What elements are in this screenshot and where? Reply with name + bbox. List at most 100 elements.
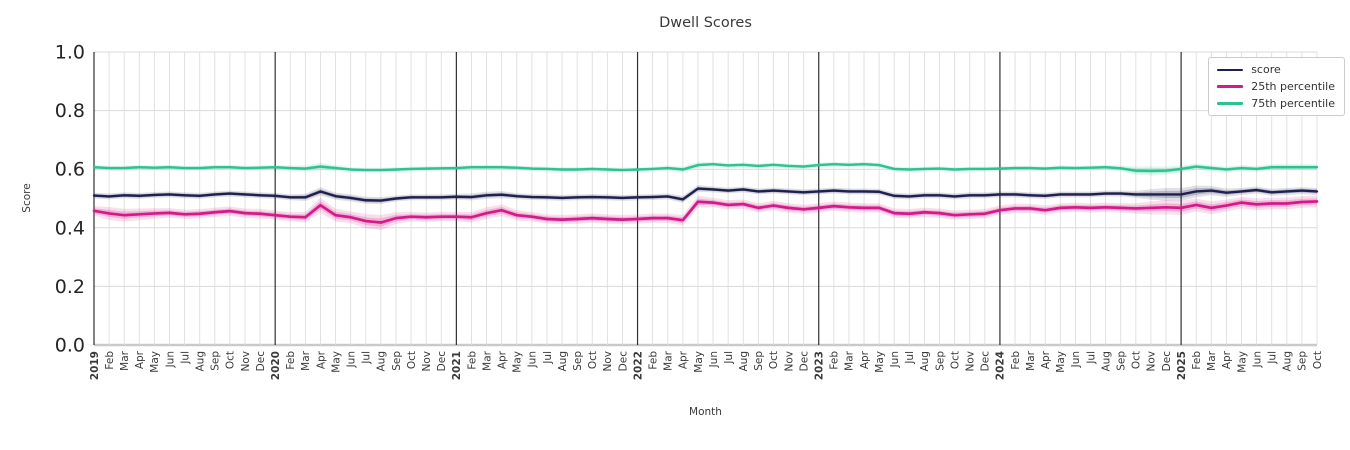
x-tick-label: Aug <box>557 351 569 372</box>
x-tick-label: Jul <box>723 351 735 365</box>
x-tick-label: 2024 <box>995 351 1007 380</box>
x-tick-label: Apr <box>315 350 327 369</box>
x-tick-label: Apr <box>1040 350 1052 369</box>
x-tick-label: Nov <box>965 351 977 372</box>
x-tick-label: Apr <box>496 350 508 369</box>
x-tick-label: Dec <box>436 351 448 372</box>
x-tick-label: Aug <box>1100 351 1112 372</box>
y-tick-label: 0.6 <box>55 159 85 181</box>
x-tick-label: Feb <box>829 351 841 370</box>
x-tick-labels: 2019 Feb Mar Apr May Jun Jul Aug Sep Oct Nov Dec 202… <box>89 350 1324 380</box>
data-line <box>92 200 1319 224</box>
x-tick-label: Jul <box>1267 351 1279 365</box>
series-score <box>92 185 1319 205</box>
x-tick-label: Aug <box>194 351 206 372</box>
x-tick-label: Nov <box>602 351 614 372</box>
x-tick-label: Mar <box>844 350 856 370</box>
legend-label: 75th percentile <box>1251 96 1335 110</box>
confidence-band <box>94 195 1317 231</box>
legend-item-25th-percentile: 25th percentile <box>1217 80 1335 94</box>
x-tick-label: 2019 <box>89 351 101 380</box>
x-tick-label: Feb <box>285 351 297 370</box>
x-tick-label: Jun <box>1251 351 1263 368</box>
x-tick-label: Mar <box>481 350 493 370</box>
x-tick-label: Feb <box>1010 351 1022 370</box>
y-tick-label: 0.2 <box>55 276 85 298</box>
legend-label: score <box>1251 63 1281 76</box>
legend-label: 25th percentile <box>1251 79 1335 93</box>
confidence-band <box>94 198 1317 227</box>
x-tick-label: Mar <box>119 350 131 370</box>
x-tick-label: Oct <box>225 351 237 369</box>
x-tick-label: Dec <box>798 351 810 372</box>
x-tick-label: Jul <box>542 351 554 365</box>
x-tick-label: May <box>330 351 342 373</box>
x-tick-label: Oct <box>406 351 418 369</box>
x-tick-label: Aug <box>919 351 931 372</box>
x-tick-label: May <box>1236 351 1248 373</box>
legend-item-75th-percentile: 75th percentile <box>1217 97 1335 111</box>
x-tick-label: Mar <box>1206 350 1218 370</box>
x-tick-label: Jun <box>708 351 720 368</box>
x-tick-label: Sep <box>753 351 765 371</box>
x-tick-label: Aug <box>1282 351 1294 372</box>
x-tick-label: Feb <box>104 351 116 370</box>
x-tick-label: Jul <box>361 351 373 365</box>
x-tick-label: Dec <box>617 351 629 372</box>
x-tick-label: Jun <box>164 351 176 368</box>
x-tick-label: Dec <box>980 351 992 372</box>
x-tick-label: Feb <box>466 351 478 370</box>
x-tick-label: May <box>693 351 705 373</box>
x-tick-label: Sep <box>391 351 403 371</box>
x-tick-label: Apr <box>859 350 871 369</box>
legend-item-score: score <box>1217 63 1335 77</box>
x-tick-label: Oct <box>1312 351 1324 369</box>
x-tick-label: 2022 <box>632 351 644 380</box>
x-tick-label: Jul <box>179 351 191 365</box>
x-tick-label: 2020 <box>270 351 282 380</box>
x-tick-label: Jun <box>527 351 539 368</box>
x-tick-label: Apr <box>678 350 690 369</box>
x-tick-label: May <box>874 351 886 373</box>
x-tick-label: 2021 <box>451 351 463 380</box>
chart-title: Dwell Scores <box>659 15 752 31</box>
x-tick-label: Aug <box>376 351 388 372</box>
x-tick-label: Sep <box>934 351 946 371</box>
x-tick-label: Oct <box>949 351 961 369</box>
x-tick-label: Jun <box>345 351 357 368</box>
series-75th-percentile <box>92 161 1319 176</box>
x-tick-label: Mar <box>300 350 312 370</box>
x-tick-label: May <box>512 351 524 373</box>
x-tick-label: Feb <box>647 351 659 370</box>
x-tick-label: May <box>149 351 161 373</box>
x-axis-label: Month <box>689 406 722 418</box>
x-tick-label: Mar <box>1025 350 1037 370</box>
x-tick-label: Jul <box>904 351 916 365</box>
p25-line-swatch <box>1217 85 1244 88</box>
x-tick-label: Aug <box>738 351 750 372</box>
x-tick-label: Nov <box>1146 351 1158 372</box>
x-tick-label: Dec <box>1161 351 1173 372</box>
y-tick-label: 0.4 <box>55 217 85 239</box>
x-tick-label: Oct <box>768 351 780 369</box>
x-tick-label: Jun <box>889 351 901 368</box>
x-tick-label: Jul <box>1085 351 1097 365</box>
x-tick-label: 2023 <box>814 351 826 380</box>
x-tick-label: Mar <box>663 350 675 370</box>
x-tick-label: Nov <box>421 351 433 372</box>
y-tick-label: 0.8 <box>55 100 85 122</box>
x-tick-label: Sep <box>1297 351 1309 371</box>
x-tick-label: Feb <box>1191 351 1203 370</box>
x-tick-label: Apr <box>1221 350 1233 369</box>
score-line-swatch <box>1217 68 1244 72</box>
x-tick-label: 2025 <box>1176 351 1188 380</box>
data-line <box>92 187 1319 202</box>
x-tick-label: Dec <box>255 351 267 372</box>
y-tick-label: 0.0 <box>55 335 85 357</box>
x-tick-label: Apr <box>134 350 146 369</box>
data-line <box>92 163 1319 173</box>
legend: score 25th percentile 75th percentile <box>1208 57 1345 117</box>
x-tick-label: Jun <box>1070 351 1082 368</box>
